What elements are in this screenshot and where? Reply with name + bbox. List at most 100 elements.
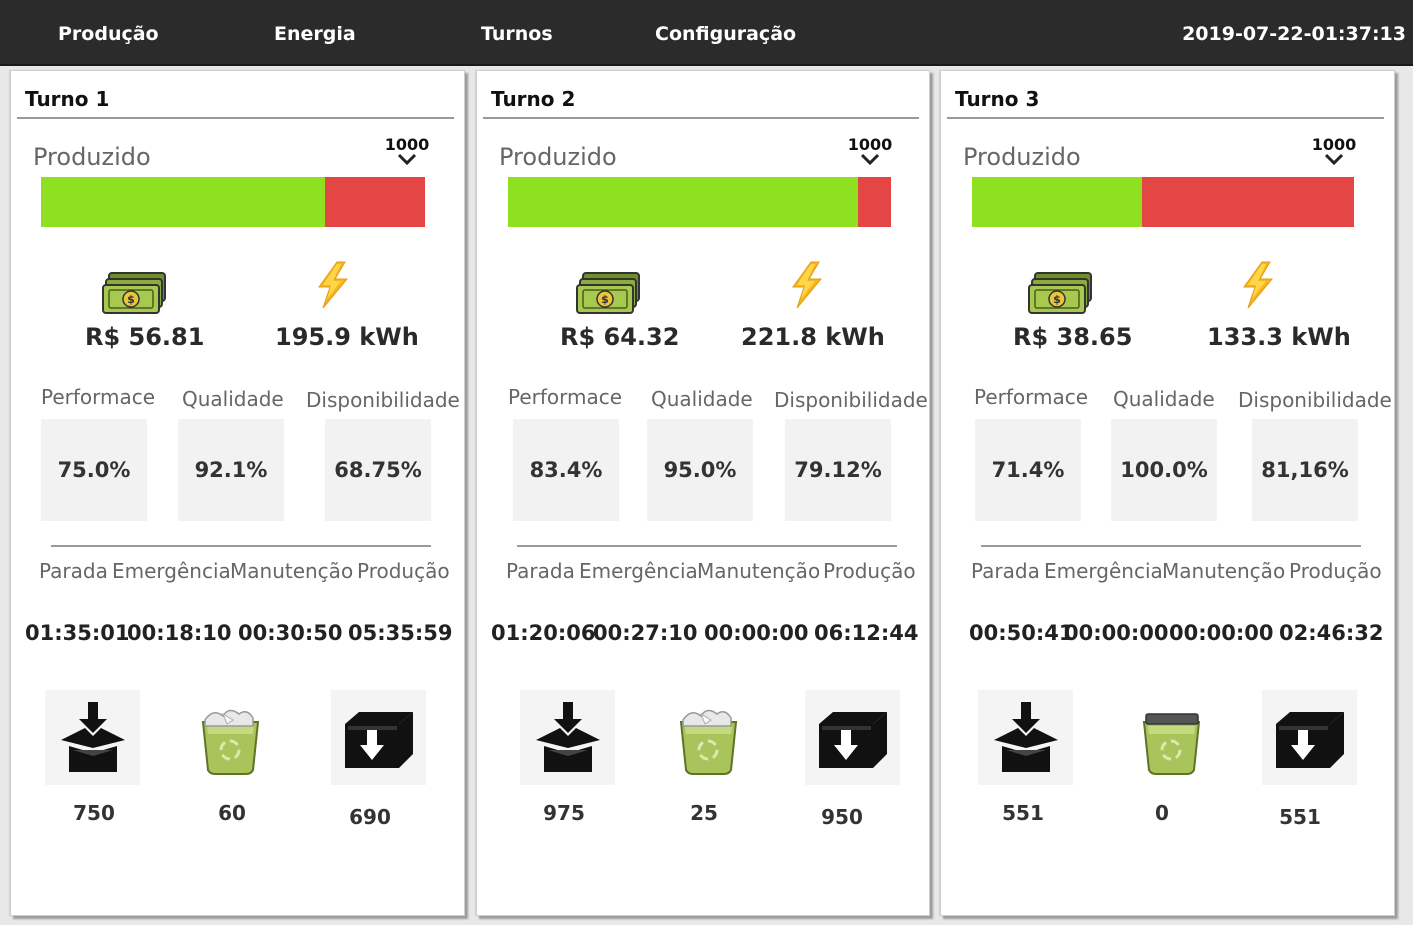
production-progress-bar (972, 177, 1354, 227)
status-label-emergencia: Emergência (579, 559, 698, 583)
recycle-bin-icon (661, 690, 756, 785)
status-label-manutencao: Manutenção (1162, 559, 1286, 583)
good-count: 690 (349, 805, 391, 829)
lightning-bolt-icon (311, 261, 353, 309)
shift-panel-2: Turno 2 Produzido 1000 $ R$ 64.32 221.8 kW… (476, 70, 930, 916)
energy-value: 221.8 kWh (741, 323, 885, 351)
energy-value: 195.9 kWh (275, 323, 419, 351)
availability-box: 68.75% (325, 419, 431, 521)
performance-box: 71.4% (975, 419, 1081, 521)
svg-text:$: $ (127, 293, 135, 306)
target-value: 1000 (1311, 135, 1357, 154)
availability-box: 81,16% (1252, 419, 1358, 521)
box-download-icon (520, 690, 615, 785)
nav-energia[interactable]: Energia (274, 23, 356, 45)
status-label-parada: Parada (39, 559, 108, 583)
time-emergencia: 00:00:00 (1064, 621, 1169, 645)
title-divider (483, 117, 919, 119)
quality-box: 95.0% (647, 419, 753, 521)
nav-producao[interactable]: Produção (58, 23, 159, 45)
status-label-manutencao: Manutenção (697, 559, 821, 583)
production-target: 1000 (1304, 135, 1364, 166)
status-label-parada: Parada (971, 559, 1040, 583)
production-progress-fill (41, 177, 326, 227)
quality-box: 92.1% (178, 419, 284, 521)
timestamp: 2019-07-22-01:37:13 (1182, 23, 1406, 45)
chevron-down-icon[interactable] (840, 152, 900, 166)
box-in-icon (331, 690, 426, 785)
time-manutencao: 00:00:00 (1169, 621, 1274, 645)
performance-box: 83.4% (513, 419, 619, 521)
scrap-count: 0 (1155, 801, 1169, 825)
time-manutencao: 00:30:50 (238, 621, 343, 645)
cost-value: R$ 64.32 (560, 323, 680, 351)
svg-text:$: $ (601, 293, 609, 306)
shift-title: Turno 2 (491, 87, 576, 111)
target-value: 1000 (384, 135, 430, 154)
money-stack-icon: $ (101, 271, 167, 315)
quality-label: Qualidade (651, 387, 753, 411)
performance-label: Performace (974, 385, 1089, 409)
lightning-bolt-icon (1236, 261, 1278, 309)
nav-configuracao[interactable]: Configuração (655, 23, 797, 45)
production-target: 1000 (840, 135, 900, 166)
production-progress-fill (508, 177, 859, 227)
section-divider (51, 545, 431, 547)
status-label-emergencia: Emergência (1044, 559, 1163, 583)
quality-label: Qualidade (1113, 387, 1215, 411)
recycle-bin-icon (1124, 690, 1219, 785)
recycle-bin-icon (183, 690, 278, 785)
scrap-count: 60 (218, 801, 246, 825)
produced-count: 750 (73, 801, 115, 825)
time-emergencia: 00:18:10 (127, 621, 232, 645)
title-divider (947, 117, 1384, 119)
time-emergencia: 00:27:10 (593, 621, 698, 645)
availability-label: Disponibilidade (774, 388, 928, 412)
time-manutencao: 00:00:00 (704, 621, 809, 645)
produzido-label: Produzido (499, 143, 617, 171)
title-divider (17, 117, 454, 119)
quality-box: 100.0% (1111, 419, 1217, 521)
quality-label: Qualidade (182, 387, 284, 411)
cost-value: R$ 56.81 (85, 323, 205, 351)
box-in-icon (805, 690, 900, 785)
status-label-manutencao: Manutenção (230, 559, 354, 583)
production-progress-bar (508, 177, 891, 227)
shift-panel-3: Turno 3 Produzido 1000 $ R$ 38.65 133.3 kW… (940, 70, 1395, 916)
shift-panel-1: Turno 1 Produzido 1000 $ R$ 56.81 195.9 kW… (10, 70, 465, 916)
production-progress-bar (41, 177, 425, 227)
chevron-down-icon[interactable] (377, 152, 437, 166)
box-in-icon (1262, 690, 1357, 785)
section-divider (981, 545, 1361, 547)
top-nav-bar: Produção Energia Turnos Configuração 201… (0, 0, 1413, 66)
availability-label: Disponibilidade (306, 388, 460, 412)
energy-value: 133.3 kWh (1207, 323, 1351, 351)
status-label-producao: Produção (357, 559, 450, 583)
production-progress-fill (972, 177, 1142, 227)
shift-title: Turno 3 (955, 87, 1040, 111)
shift-title: Turno 1 (25, 87, 110, 111)
availability-label: Disponibilidade (1238, 388, 1392, 412)
target-value: 1000 (847, 135, 893, 154)
cost-value: R$ 38.65 (1013, 323, 1133, 351)
status-label-parada: Parada (506, 559, 575, 583)
box-download-icon (978, 690, 1073, 785)
money-stack-icon: $ (575, 271, 641, 315)
money-stack-icon: $ (1027, 271, 1093, 315)
produzido-label: Produzido (963, 143, 1081, 171)
nav-turnos[interactable]: Turnos (481, 23, 553, 45)
produced-count: 975 (543, 801, 585, 825)
performance-label: Performace (508, 385, 623, 409)
status-label-producao: Produção (823, 559, 916, 583)
time-producao: 02:46:32 (1279, 621, 1384, 645)
produced-count: 551 (1002, 801, 1044, 825)
performance-box: 75.0% (41, 419, 147, 521)
good-count: 551 (1279, 805, 1321, 829)
chevron-down-icon[interactable] (1304, 152, 1364, 166)
production-target: 1000 (377, 135, 437, 166)
section-divider (517, 545, 897, 547)
status-label-emergencia: Emergência (112, 559, 231, 583)
time-producao: 06:12:44 (814, 621, 919, 645)
svg-text:$: $ (1053, 293, 1061, 306)
time-parada: 01:35:01 (25, 621, 130, 645)
